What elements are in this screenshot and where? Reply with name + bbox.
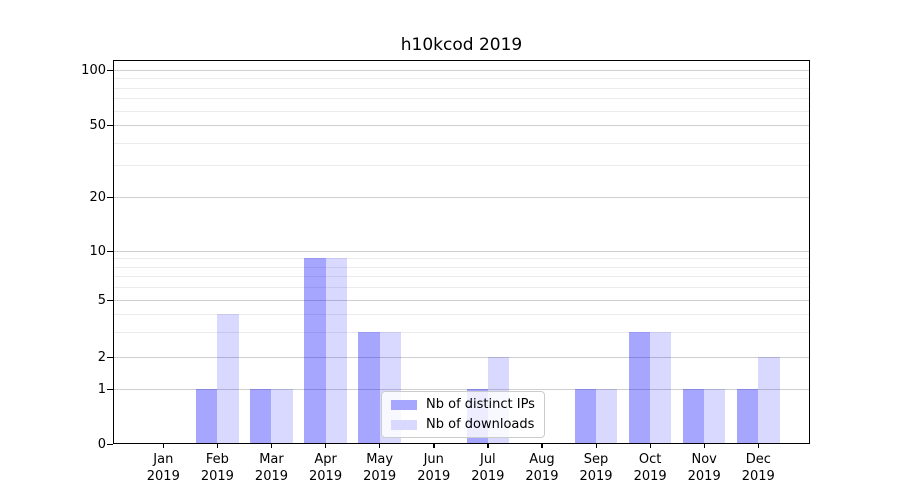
gridline-minor-3: [113, 331, 810, 333]
x-tick-jun: [433, 444, 435, 448]
gridline-minor-30: [113, 165, 810, 167]
gridline-major-20: [113, 197, 810, 198]
bar-nb-of-distinct-ips-nov: [682, 389, 705, 444]
x-tick-label-mar: Mar 2019: [254, 452, 289, 484]
bar-nb-of-distinct-ips-oct: [628, 331, 651, 444]
x-tick-label-aug: Aug 2019: [525, 452, 559, 484]
gridline-minor-80: [113, 87, 810, 89]
bar-nb-of-downloads-sep: [596, 389, 618, 444]
x-tick-label-feb: Feb 2019: [200, 452, 234, 484]
legend-row-nb-of-distinct-ips: Nb of distinct IPs: [391, 397, 535, 412]
gridline-minor-9: [113, 258, 810, 260]
y-tick-10: [107, 250, 113, 252]
x-tick-label-nov: Nov 2019: [687, 452, 721, 484]
plot-area: [113, 60, 810, 444]
x-tick-may: [379, 444, 381, 448]
x-tick-label-may: May 2019: [363, 452, 397, 484]
x-tick-label-sep: Sep 2019: [579, 452, 613, 484]
gridline-minor-70: [113, 98, 810, 100]
y-tick-1: [107, 388, 113, 390]
bar-nb-of-distinct-ips-feb: [196, 389, 218, 444]
y-tick-label-20: 20: [89, 189, 106, 205]
gridline-minor-6: [113, 287, 810, 289]
x-tick-jul: [487, 444, 489, 448]
bar-nb-of-distinct-ips-mar: [250, 389, 272, 444]
gridline-minor-40: [113, 142, 810, 144]
bar-nb-of-downloads-dec: [758, 357, 780, 444]
y-tick-20: [107, 196, 113, 198]
x-tick-nov: [703, 444, 705, 448]
x-tick-sep: [595, 444, 597, 448]
y-tick-50: [107, 124, 113, 126]
x-tick-mar: [270, 444, 273, 448]
y-tick-label-1: 1: [97, 381, 106, 397]
bar-nb-of-distinct-ips-may: [358, 331, 380, 444]
x-tick-apr: [325, 444, 327, 448]
y-tick-label-5: 5: [97, 292, 106, 308]
y-tick-label-100: 100: [81, 62, 106, 78]
bar-nb-of-distinct-ips-apr: [304, 258, 326, 444]
bar-nb-of-distinct-ips-dec: [736, 389, 759, 444]
gridline-major-10: [113, 251, 810, 252]
legend-row-nb-of-downloads: Nb of downloads: [391, 417, 535, 432]
y-tick-0: [107, 443, 113, 445]
legend-swatch-nb-of-distinct-ips: [391, 399, 417, 410]
x-tick-label-jun: Jun 2019: [417, 452, 451, 484]
x-tick-jan: [162, 444, 165, 448]
bar-nb-of-downloads-nov: [704, 389, 726, 444]
legend: Nb of distinct IPs Nb of downloads: [381, 391, 545, 438]
y-tick-label-2: 2: [97, 349, 106, 365]
legend-swatch-nb-of-downloads: [391, 419, 417, 430]
x-tick-feb: [216, 444, 219, 448]
bar-nb-of-downloads-apr: [325, 258, 347, 444]
chart-title: h10kcod 2019: [400, 35, 523, 55]
y-tick-label-50: 50: [89, 117, 106, 133]
x-tick-label-apr: Apr 2019: [309, 452, 343, 484]
x-tick-label-jan: Jan 2019: [146, 452, 180, 484]
gridline-major-1: [113, 389, 810, 390]
gridline-major-5: [113, 300, 810, 301]
gridline-minor-7: [113, 276, 810, 278]
bar-nb-of-downloads-oct: [650, 331, 672, 444]
x-tick-label-dec: Dec 2019: [741, 452, 775, 484]
y-tick-100: [107, 69, 113, 71]
y-tick-5: [107, 299, 113, 301]
gridline-minor-4: [113, 313, 810, 315]
x-tick-oct: [649, 444, 651, 448]
bar-nb-of-distinct-ips-sep: [574, 389, 597, 444]
gridline-minor-90: [113, 78, 810, 80]
legend-label-nb-of-downloads: Nb of downloads: [426, 417, 535, 432]
x-tick-label-oct: Oct 2019: [633, 452, 667, 484]
gridline-major-2: [113, 357, 810, 358]
gridline-major-100: [113, 70, 810, 71]
y-tick-2: [107, 356, 113, 358]
bar-nb-of-downloads-feb: [217, 313, 239, 444]
y-tick-label-10: 10: [89, 243, 106, 259]
x-tick-label-jul: Jul 2019: [471, 452, 505, 484]
legend-label-nb-of-distinct-ips: Nb of distinct IPs: [426, 397, 535, 412]
x-tick-aug: [541, 444, 543, 448]
gridline-minor-8: [113, 266, 810, 268]
gridline-major-50: [113, 125, 810, 126]
x-tick-dec: [757, 444, 760, 448]
gridline-minor-60: [113, 110, 810, 112]
y-tick-label-0: 0: [97, 436, 106, 452]
bar-nb-of-downloads-mar: [271, 389, 293, 444]
